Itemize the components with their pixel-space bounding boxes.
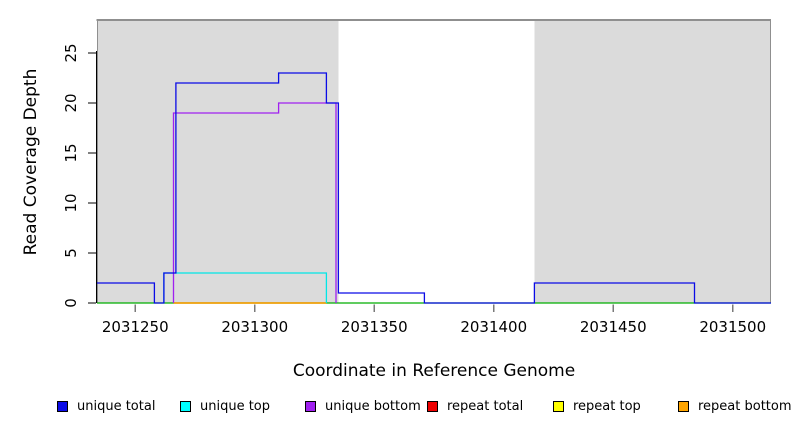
legend-label: unique total	[77, 398, 156, 414]
masked-region-right	[534, 20, 771, 303]
y-tick-label: 25	[62, 43, 80, 62]
x-tick-label: 2031500	[699, 318, 766, 336]
legend-label: unique bottom	[325, 398, 421, 414]
legend-item-repeat-bottom: repeat bottom	[678, 396, 792, 416]
x-tick-label: 2031350	[341, 318, 408, 336]
y-tick-label: 0	[62, 298, 80, 308]
legend-swatch-icon	[427, 400, 438, 412]
series-unique-total-line	[97, 72, 771, 304]
y-tick-label: 10	[62, 193, 80, 212]
y-axis-title: Read Coverage Depth	[21, 69, 41, 256]
legend-item-repeat-top: repeat top	[553, 396, 641, 416]
series-unique-bottom-line	[172, 102, 337, 303]
legend: unique total unique top unique bottom repea…	[0, 396, 792, 420]
legend-swatch-icon	[553, 400, 564, 412]
legend-swatch-icon	[305, 400, 316, 412]
legend-swatch-icon	[180, 400, 191, 412]
legend-item-unique-total: unique total	[57, 396, 155, 416]
legend-label: repeat total	[447, 398, 524, 414]
x-tick-label: 2031450	[580, 318, 647, 336]
x-tick-label: 2031400	[460, 318, 527, 336]
coverage-plot: 0 5 10 15 20 25 2031250 2031300 2031350 2031400 20…	[21, 19, 771, 381]
plot-layers: 0 5 10 15 20 25 2031250 2031300 2031350 2031400 20…	[62, 19, 771, 336]
legend-label: repeat top	[573, 398, 641, 414]
legend-swatch-icon	[57, 400, 68, 412]
masked-region-left	[97, 20, 339, 303]
x-axis-title: Coordinate in Reference Genome	[293, 361, 575, 381]
legend-item-unique-top: unique top	[180, 396, 270, 416]
x-tick-label: 2031250	[102, 318, 169, 336]
legend-item-unique-bottom: unique bottom	[305, 396, 421, 416]
y-tick-label: 20	[62, 93, 80, 112]
y-tick-label: 5	[62, 248, 80, 258]
y-tick-label: 15	[62, 143, 80, 162]
x-tick-label: 2031300	[221, 318, 288, 336]
legend-label: repeat bottom	[698, 398, 792, 414]
legend-swatch-icon	[678, 400, 689, 412]
legend-item-repeat-total: repeat total	[427, 396, 523, 416]
legend-label: unique top	[200, 398, 271, 414]
